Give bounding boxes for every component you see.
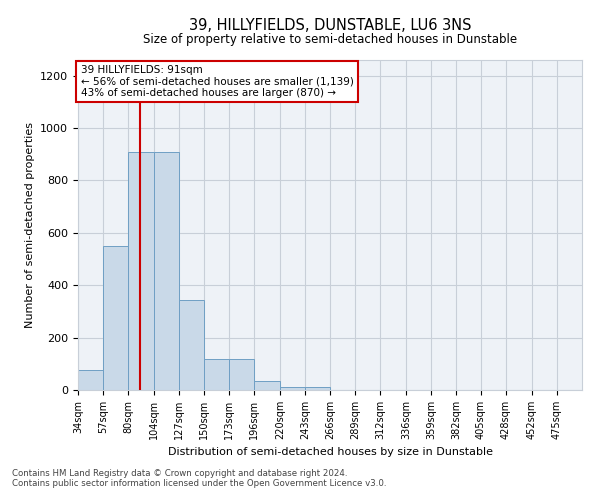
Bar [179, 300, 204, 390]
Text: Size of property relative to semi-detached houses in Dunstable: Size of property relative to semi-detach… [143, 32, 517, 46]
Bar [305, 388, 330, 390]
Bar [154, 152, 179, 390]
Bar [204, 358, 229, 390]
Bar [229, 358, 254, 390]
Text: Contains HM Land Registry data © Crown copyright and database right 2024.: Contains HM Land Registry data © Crown c… [12, 468, 347, 477]
Bar [103, 246, 128, 390]
Bar [280, 388, 305, 390]
Bar [128, 152, 154, 390]
Text: Contains public sector information licensed under the Open Government Licence v3: Contains public sector information licen… [12, 478, 386, 488]
Bar [254, 381, 280, 390]
Bar [78, 370, 103, 390]
Text: 39, HILLYFIELDS, DUNSTABLE, LU6 3NS: 39, HILLYFIELDS, DUNSTABLE, LU6 3NS [189, 18, 471, 32]
Text: 39 HILLYFIELDS: 91sqm
← 56% of semi-detached houses are smaller (1,139)
43% of s: 39 HILLYFIELDS: 91sqm ← 56% of semi-deta… [80, 65, 353, 98]
Y-axis label: Number of semi-detached properties: Number of semi-detached properties [25, 122, 35, 328]
X-axis label: Distribution of semi-detached houses by size in Dunstable: Distribution of semi-detached houses by … [167, 448, 493, 458]
